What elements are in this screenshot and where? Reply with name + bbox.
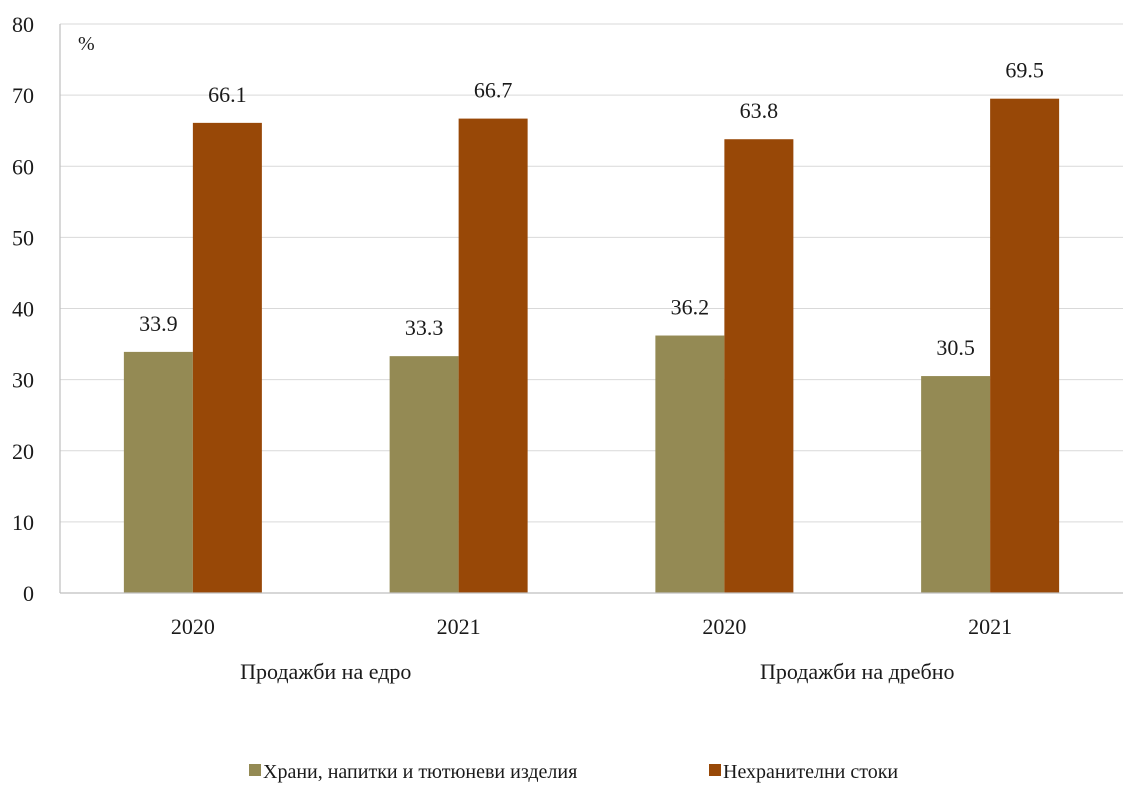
bar xyxy=(724,139,794,593)
bars xyxy=(123,98,1060,594)
y-tick-label: 30 xyxy=(12,368,34,393)
legend-swatch xyxy=(249,764,261,776)
data-label: 30.5 xyxy=(936,335,975,360)
y-tick-label: 0 xyxy=(23,581,34,606)
data-label: 33.3 xyxy=(405,315,444,340)
x-tick-label: 2020 xyxy=(171,614,215,639)
unit-label: % xyxy=(78,33,95,55)
bar xyxy=(921,376,991,593)
bar xyxy=(655,335,725,593)
data-label: 66.7 xyxy=(474,78,513,103)
x-tick-label: 2020 xyxy=(702,614,746,639)
data-label: 36.2 xyxy=(671,295,710,320)
y-tick-label: 20 xyxy=(12,439,34,464)
labels: 0 10 20 30 40 50 60 70 80 33.9 66.1 2020 33.3 66.7 202… xyxy=(12,12,1044,684)
y-tick-label: 80 xyxy=(12,12,34,37)
y-tick-label: 50 xyxy=(12,225,34,250)
axes xyxy=(59,24,1123,594)
y-tick-label: 10 xyxy=(12,510,34,535)
data-label: 69.5 xyxy=(1005,58,1044,83)
legend: Храни, напитки и тютюневи изделия Нехрани… xyxy=(249,761,898,783)
bar xyxy=(123,351,193,593)
y-tick-label: 70 xyxy=(12,83,34,108)
group-label: Продажби на едро xyxy=(240,659,411,684)
legend-label: Нехранителни стоки xyxy=(723,761,898,783)
data-label: 63.8 xyxy=(740,98,779,123)
group-label: Продажби на дребно xyxy=(760,659,955,684)
bar xyxy=(990,98,1060,594)
legend-label: Храни, напитки и тютюневи изделия xyxy=(263,761,577,783)
legend-swatch xyxy=(709,764,721,776)
x-tick-label: 2021 xyxy=(968,614,1012,639)
bar xyxy=(192,122,262,594)
x-tick-label: 2021 xyxy=(437,614,481,639)
y-tick-label: 40 xyxy=(12,297,34,322)
bar xyxy=(458,118,528,593)
y-tick-label: 60 xyxy=(12,154,34,179)
data-label: 66.1 xyxy=(208,82,247,107)
bar xyxy=(389,356,459,593)
data-label: 33.9 xyxy=(139,311,178,336)
